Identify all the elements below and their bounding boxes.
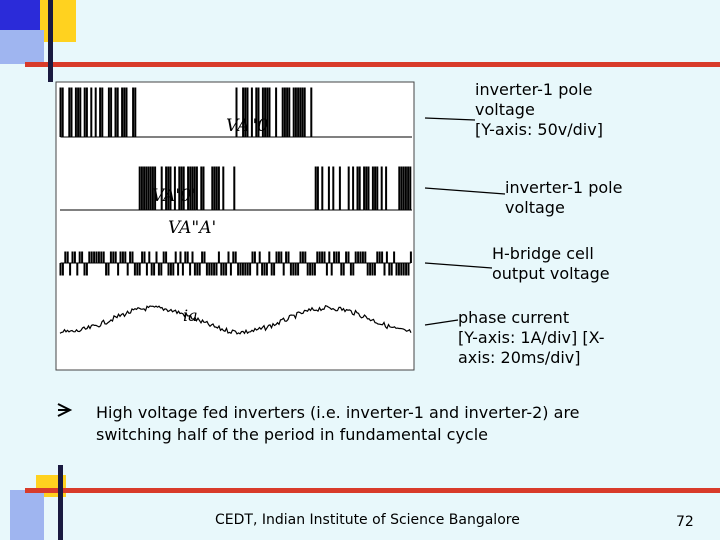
waveforms [59, 87, 412, 335]
waveform [59, 87, 412, 138]
arrow [424, 117, 476, 121]
text-line: switching half of the period in fundamen… [96, 425, 488, 444]
text-line: phase current [458, 308, 570, 327]
arrows [424, 117, 506, 326]
trace-label: VA"0 [226, 116, 269, 136]
deco-line [25, 62, 720, 67]
deco-square [0, 30, 44, 64]
annotation: H-bridge cell output voltage [492, 244, 610, 284]
arrow [424, 187, 506, 195]
text-line: voltage [505, 198, 565, 217]
trace-label: VA"A' [168, 218, 217, 238]
bullet-text: High voltage fed inverters (i.e. inverte… [96, 402, 580, 446]
deco-square [40, 0, 76, 42]
annotation: phase current [Y-axis: 1A/div] [X-axis: 2… [458, 308, 605, 368]
waveform [59, 304, 412, 335]
deco-square [10, 490, 44, 540]
text-line: [Y-axis: 50v/div] [475, 120, 603, 139]
arrow [424, 262, 493, 269]
deco-line [25, 488, 720, 493]
page-number: 72 [676, 514, 694, 530]
text-line: axis: 20ms/div] [458, 348, 581, 367]
text-line: output voltage [492, 264, 610, 283]
trace-label: VA'0' [152, 186, 196, 206]
text-line: [Y-axis: 1A/div] [X- [458, 328, 605, 347]
deco-line [48, 0, 53, 82]
text-line: inverter-1 pole [475, 80, 593, 99]
text-line: voltage [475, 100, 535, 119]
text-line: High voltage fed inverters (i.e. inverte… [96, 403, 580, 422]
text-line: H-bridge cell [492, 244, 594, 263]
waveform [60, 166, 412, 211]
text-line: inverter-1 pole [505, 178, 623, 197]
deco-line [58, 465, 63, 540]
bullet-arrow [57, 403, 73, 417]
trace-label: ia [183, 306, 198, 325]
annotation: inverter-1 pole voltage [Y-axis: 50v/div] [475, 80, 603, 140]
arrow [424, 319, 459, 326]
waveform [59, 251, 412, 276]
footer: CEDT, Indian Institute of Science Bangal… [215, 512, 520, 528]
annotation: inverter-1 pole voltage [505, 178, 622, 218]
